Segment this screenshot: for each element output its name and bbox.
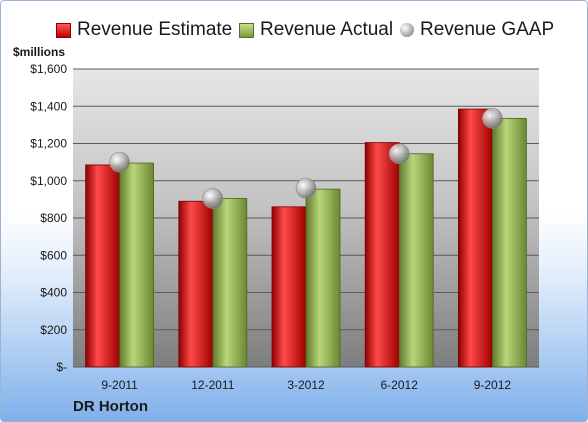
- estimate-swatch-icon: [56, 22, 71, 38]
- gaap-point: [482, 108, 503, 129]
- y-tick-label: $400: [40, 286, 67, 300]
- y-tick-label: $1,600: [30, 62, 67, 76]
- estimate-bar: [364, 142, 400, 368]
- estimate-bar: [457, 108, 493, 368]
- legend-item-estimate: Revenue Estimate: [56, 15, 232, 45]
- gaap-marker-icon: [400, 23, 414, 37]
- legend-item-actual: Revenue Actual: [239, 15, 393, 45]
- legend: Revenue Estimate Revenue Actual Revenue …: [1, 15, 587, 45]
- gaap-point: [388, 143, 410, 165]
- legend-item-gaap: Revenue GAAP: [400, 15, 554, 45]
- x-tick-label: 6-2012: [381, 378, 419, 392]
- gaap-point: [295, 177, 317, 199]
- y-tick-label: $1,400: [30, 99, 67, 113]
- estimate-bar: [85, 164, 120, 368]
- estimate-bar: [271, 206, 307, 368]
- y-tick-label: $800: [40, 211, 67, 225]
- y-tick-label: $600: [40, 248, 67, 262]
- legend-label-estimate: Revenue Estimate: [77, 19, 233, 40]
- actual-bar: [491, 117, 527, 368]
- gaap-point: [109, 151, 130, 173]
- x-tick-label: 9-2011: [101, 378, 138, 392]
- legend-label-gaap: Revenue GAAP: [420, 19, 555, 40]
- units-label: $millions: [13, 45, 66, 59]
- x-tick-label: 3-2012: [287, 378, 325, 392]
- actual-bar: [398, 153, 434, 368]
- y-tick-label: $200: [40, 323, 67, 337]
- y-tick-label: $1,000: [30, 174, 67, 188]
- legend-label-actual: Revenue Actual: [260, 19, 394, 40]
- y-tick-label: $-: [56, 360, 67, 374]
- x-tick-label: 12-2011: [191, 378, 234, 392]
- x-tick-label: 9-2012: [474, 378, 512, 392]
- actual-swatch-icon: [239, 22, 254, 38]
- actual-bar: [119, 162, 154, 368]
- company-name: DR Horton: [73, 398, 148, 415]
- y-tick-label: $1,200: [30, 137, 67, 151]
- actual-bar: [305, 188, 341, 368]
- gaap-point: [202, 188, 224, 209]
- estimate-bar: [178, 200, 214, 368]
- actual-bar: [212, 198, 248, 368]
